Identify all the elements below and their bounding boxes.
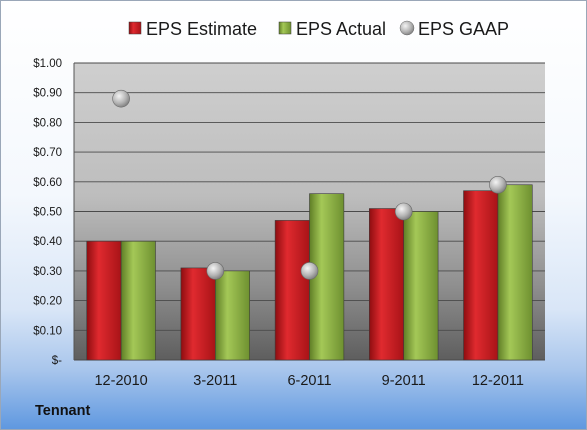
x-tick-label: 12-2010 [94,373,147,389]
bar-eps-estimate [369,208,404,361]
bar-eps-estimate [274,220,310,361]
bars [86,184,533,361]
gaap-marker [489,175,507,194]
bar-eps-estimate [180,267,216,361]
y-tick-label: $- [52,355,62,367]
bar-eps-actual [215,270,250,361]
y-tick-label: $0.60 [33,177,62,189]
y-tick-label: $0.80 [33,117,62,129]
gaap-marker [394,202,413,221]
gaap-marker [300,262,319,280]
x-tick-label: 9-2011 [382,373,426,389]
bar-eps-estimate [463,190,499,361]
bar-eps-actual [497,184,533,361]
y-tick-label: $0.40 [33,236,62,248]
x-tick-label: 3-2011 [193,373,237,389]
legend-label: EPS Estimate [146,19,257,39]
bar-eps-estimate [86,240,122,361]
y-tick-label: $0.50 [33,207,62,219]
x-tick-label: 6-2011 [287,373,331,389]
gaap-marker [112,89,130,108]
y-tick-label: $0.20 [33,296,62,308]
legend-label: EPS GAAP [418,19,509,39]
y-tick-label: $0.70 [33,147,62,159]
bar-eps-actual [403,211,439,361]
y-tick-label: $0.90 [33,88,62,100]
y-tick-label: $1.00 [33,58,62,70]
company-name: Tennant [35,403,91,419]
legend-swatch [128,21,142,35]
y-tick-label: $0.10 [33,325,62,337]
legend-swatch [278,21,292,35]
gaap-marker [206,262,225,280]
x-tick-label: 12-2011 [472,373,524,389]
legend-swatch [399,20,415,36]
legend-label: EPS Actual [296,19,386,39]
gaap-markers [112,89,507,280]
bar-eps-actual [120,240,156,361]
x-axis-labels: 12-2010 3-2011 6-2011 9-2011 12-2011 [94,373,523,389]
y-tick-label: $0.30 [33,266,62,278]
legend: EPS Estimate EPS Actual EPS GAAP [128,19,509,39]
y-axis-ticks: $- $0.10 $0.20 $0.30 $0.40 $0.50 $0.60 $0.70 $0.… [33,58,62,367]
